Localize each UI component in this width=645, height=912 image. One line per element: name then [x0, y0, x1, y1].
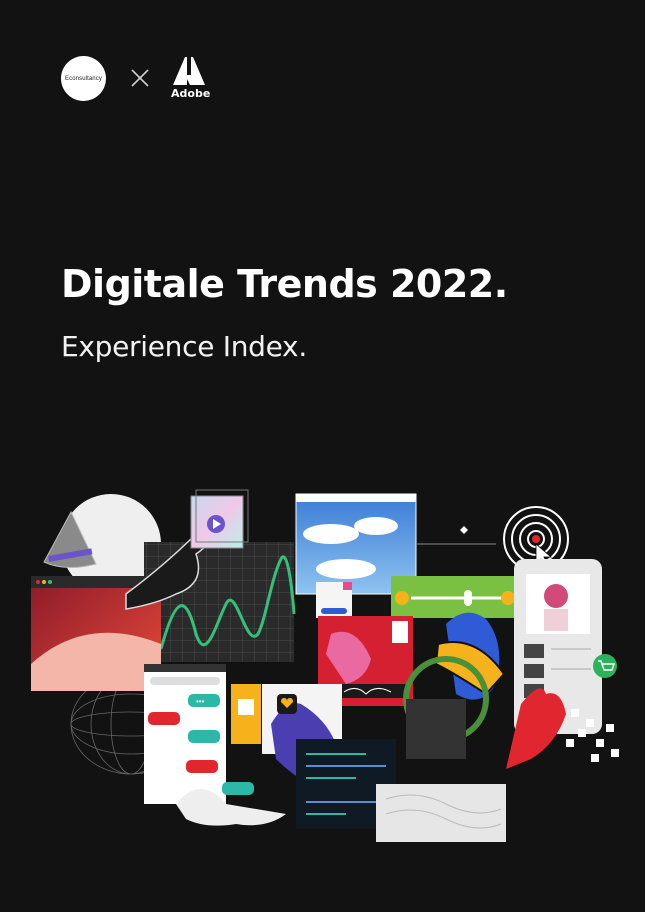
document-icon [392, 621, 408, 643]
holo-card [190, 495, 244, 549]
adobe-logo: Adobe [171, 55, 211, 103]
checker-panel [406, 699, 466, 759]
econsultancy-logo: Econsultancy [61, 56, 106, 101]
cart-icon [593, 654, 617, 678]
signature-bar [326, 684, 406, 698]
paper-scroll [176, 789, 286, 826]
adobe-wordmark: Adobe [171, 87, 211, 100]
smiley-icon [395, 591, 409, 605]
econsultancy-logo-text: Econsultancy [65, 75, 102, 82]
cover-subtitle: Experience Index. [61, 330, 307, 363]
cover-illustration: X ••• [31, 489, 619, 842]
cover-title: Digitale Trends 2022. [61, 262, 508, 306]
waveform-line [159, 555, 296, 650]
chat-bubble-text: ••• [196, 697, 205, 706]
brand-row: Econsultancy Adobe [61, 55, 261, 101]
paper-circle [61, 494, 161, 594]
adobe-a-icon [173, 57, 205, 85]
pixel-dissolve [566, 709, 619, 762]
red-hand [506, 688, 566, 769]
times-icon [131, 69, 149, 87]
